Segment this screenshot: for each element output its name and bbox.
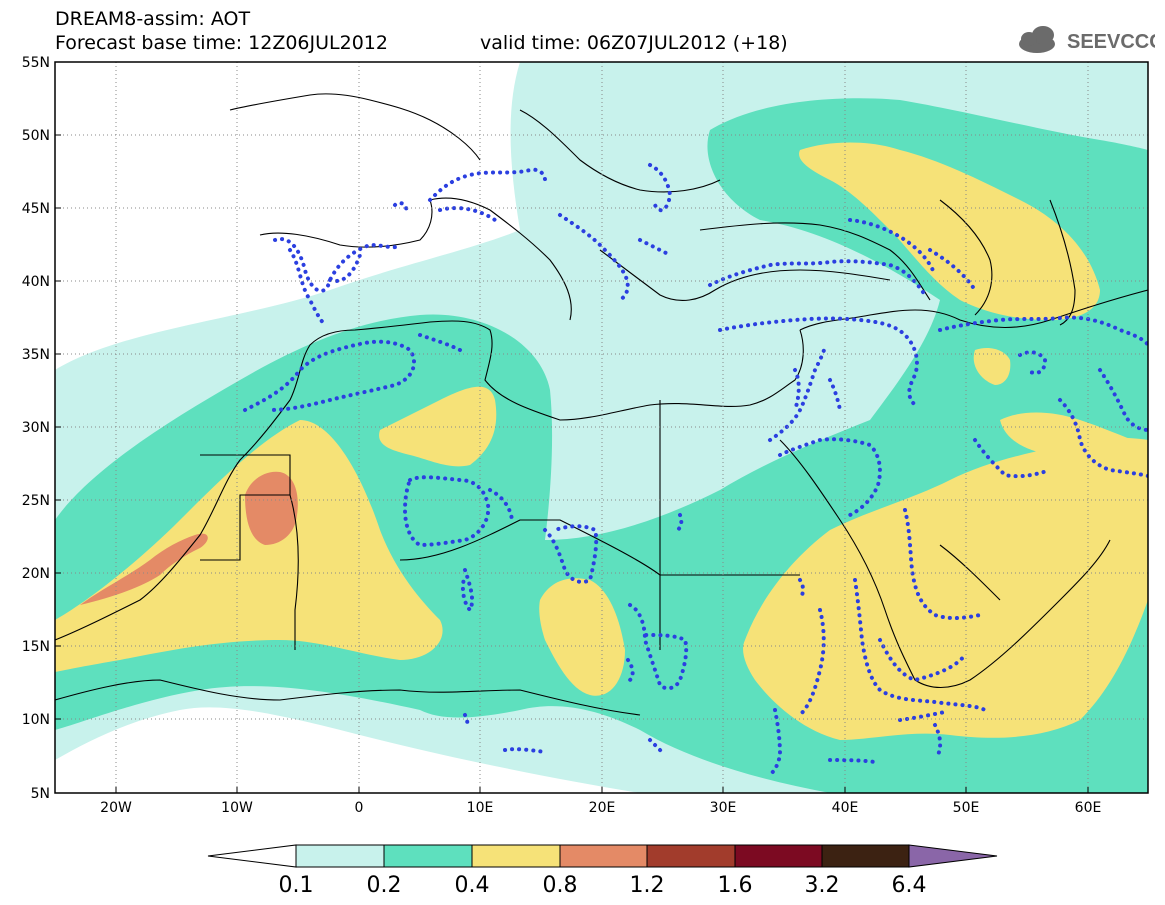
colorbar (207, 844, 998, 868)
colorbar-over-triangle (908, 844, 998, 868)
colorbar-label: 1.6 (718, 873, 753, 898)
map-title: DREAM8-assim: AOT (55, 8, 251, 30)
lon-label: 60E (1075, 800, 1102, 816)
colorbar-cell (734, 844, 823, 868)
colorbar-label: 1.2 (630, 873, 665, 898)
colorbar-cell (383, 844, 473, 868)
colorbar-label: 6.4 (892, 873, 927, 898)
aot-band-0.4-west (55, 420, 443, 672)
forecast-base-time: Forecast base time: 12Z06JUL2012 (55, 32, 388, 54)
aot-band-0.4-sudan (539, 578, 625, 696)
aot-band-0.4-sahara (379, 386, 497, 467)
aot-band-0.8 (80, 533, 208, 605)
lat-label: 20N (22, 566, 50, 582)
lat-label: 5N (31, 786, 50, 802)
coastlines (55, 93, 1148, 716)
aot-band-0.4-caspian (799, 142, 1100, 320)
tick-marks (55, 61, 1089, 794)
lat-label: 30N (22, 420, 50, 436)
colorbar-label: 0.1 (279, 873, 314, 898)
aot-band-0.4-arabia (743, 437, 1148, 740)
colorbar-label: 0.4 (455, 873, 490, 898)
lat-label: 50N (22, 128, 50, 144)
cloud-icon (1019, 26, 1055, 53)
colorbar-labels: 0.1 0.2 0.4 0.8 1.2 1.6 3.2 6.4 (279, 873, 927, 898)
colorbar-cell (821, 844, 910, 868)
lat-label: 40N (22, 274, 50, 290)
colorbar-label: 0.8 (543, 873, 578, 898)
colorbar-under-triangle (207, 844, 297, 868)
lat-label: 15N (22, 639, 50, 655)
lon-label: 20W (100, 800, 132, 816)
lon-label: 0 (355, 800, 364, 816)
lon-label: 20E (589, 800, 616, 816)
colorbar-cell (471, 844, 561, 868)
colorbar-cell (295, 844, 385, 868)
longitude-labels: 20W 10W 0 10E 20E 30E 40E 50E 60E (100, 800, 1101, 816)
colorbar-cell (646, 844, 736, 868)
latitude-labels: 55N 50N 45N 40N 35N 30N 25N 20N 15N 10N … (22, 55, 50, 802)
precipitation-contours (243, 163, 1148, 777)
logo-text: SEEVCCC (1067, 31, 1155, 53)
colorbar-cell (559, 844, 648, 868)
lat-label: 45N (22, 201, 50, 217)
lon-label: 50E (953, 800, 980, 816)
lon-label: 40E (832, 800, 859, 816)
seevccc-logo: SEEVCCC (1019, 26, 1155, 53)
lat-label: 35N (22, 347, 50, 363)
lon-label: 10W (221, 800, 253, 816)
colorbar-label: 0.2 (367, 873, 402, 898)
lat-label: 55N (22, 55, 50, 71)
aot-shading (55, 62, 1148, 793)
colorbar-label: 3.2 (805, 873, 840, 898)
lat-label: 10N (22, 712, 50, 728)
valid-time: valid time: 06Z07JUL2012 (+18) (480, 32, 788, 54)
lon-label: 30E (710, 800, 737, 816)
lat-label: 25N (22, 493, 50, 509)
lon-label: 10E (467, 800, 494, 816)
